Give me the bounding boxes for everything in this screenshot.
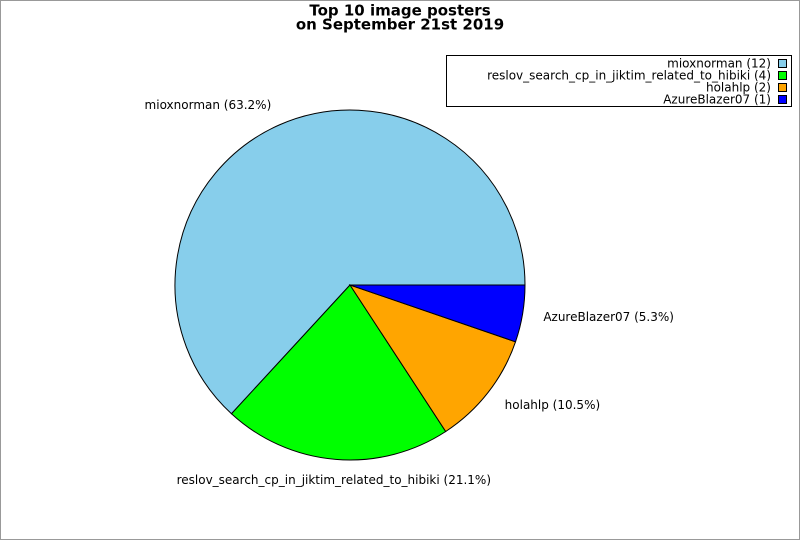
legend-swatch <box>778 59 787 68</box>
pie-slice <box>174 109 526 415</box>
legend-label: reslov_search_cp_in_jiktim_related_to_hi… <box>487 69 771 83</box>
pie-slice <box>349 284 526 343</box>
chart-subtitle: on September 21st 2019 <box>296 16 504 34</box>
legend-swatch <box>778 71 787 80</box>
chart-title: Top 10 image posters <box>309 2 490 20</box>
legend-swatch <box>778 83 787 92</box>
slice-label: holahlp (10.5%) <box>505 398 600 412</box>
pie-slice <box>230 284 447 461</box>
slice-label: reslov_search_cp_in_jiktim_related_to_hi… <box>177 473 491 487</box>
legend-label: mioxnorman (12) <box>667 57 771 71</box>
legend-label: holahlp (2) <box>706 81 771 95</box>
pie-slice <box>348 284 517 433</box>
legend-box <box>446 55 792 107</box>
legend-swatch <box>778 95 787 104</box>
slice-label: AzureBlazer07 (5.3%) <box>543 310 674 324</box>
slice-label: mioxnorman (63.2%) <box>145 98 272 112</box>
legend-label: AzureBlazer07 (1) <box>663 93 771 107</box>
